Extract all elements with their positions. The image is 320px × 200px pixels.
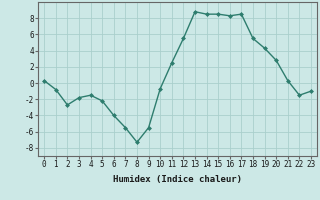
X-axis label: Humidex (Indice chaleur): Humidex (Indice chaleur) [113,175,242,184]
